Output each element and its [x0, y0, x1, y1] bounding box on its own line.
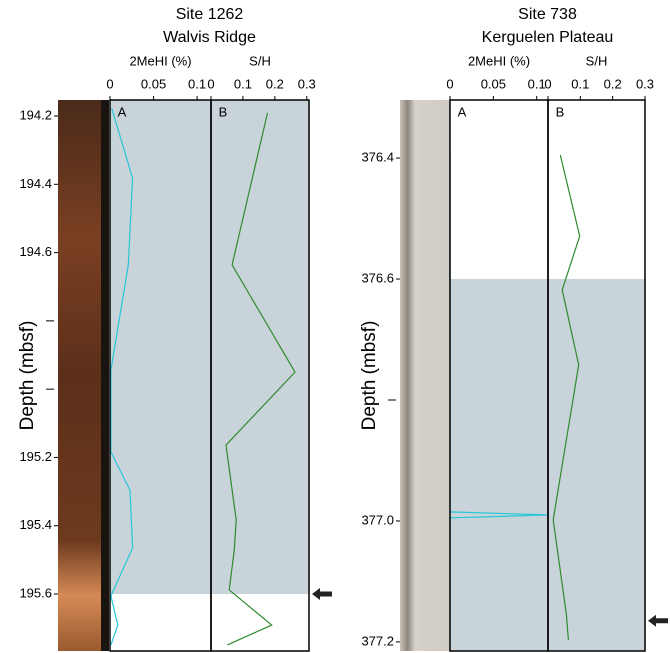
y-tick-label: 194.6 [19, 244, 52, 259]
y-axis-label: Depth (mbsf) [17, 321, 38, 431]
x-axis-label: S/H [249, 53, 271, 68]
shade [110, 100, 309, 594]
y-tick-label: 194.4 [19, 176, 52, 191]
x-tick-label: 0.1 [234, 76, 252, 91]
x-tick-label: 0 [544, 76, 551, 91]
x-tick-label: 0.1 [571, 76, 589, 91]
core-scale [101, 100, 109, 651]
subplot-label: A [458, 104, 467, 119]
subplot-label: A [118, 104, 127, 119]
x-tick-label: 0.1 [528, 76, 546, 91]
panel-title: Site 1262 [176, 6, 244, 23]
y-axis-label: Depth (mbsf) [359, 321, 380, 431]
x-tick-label: 0 [446, 76, 453, 91]
x-axis-label: S/H [586, 53, 608, 68]
figure: Site 1262 Walvis Ridge Depth (mbsf) 194.2 19… [0, 0, 670, 653]
y-tick-label: 376.4 [361, 150, 394, 165]
panel-subtitle: Walvis Ridge [163, 29, 256, 46]
subplot-label: B [556, 104, 565, 119]
panel-subtitle: Kerguelen Plateau [482, 29, 614, 46]
x-tick-label: 0.2 [266, 76, 284, 91]
x-axis-label: 2MeHI (%) [468, 53, 530, 68]
x-tick-label: 0.2 [604, 76, 622, 91]
arrow [312, 588, 332, 600]
panel-title: Site 738 [518, 6, 577, 23]
x-tick-label: 0.3 [636, 76, 654, 91]
y-tick-label: 195.6 [19, 585, 52, 600]
core-image [400, 100, 450, 651]
x-tick-label: 0.3 [298, 76, 316, 91]
arrow [648, 615, 668, 627]
subplot-label: B [219, 104, 228, 119]
x-axis-label: 2MeHI (%) [129, 53, 191, 68]
y-tick-label: 195.2 [19, 449, 52, 464]
core-image [58, 100, 108, 651]
x-tick-label: 0 [207, 76, 214, 91]
x-tick-label: 0 [106, 76, 113, 91]
y-tick-label: 376.6 [361, 270, 394, 285]
x-tick-label: 0.05 [141, 76, 166, 91]
y-tick-label: 194.2 [19, 107, 52, 122]
y-tick-label: 195.4 [19, 517, 52, 532]
y-tick-label: 377.0 [361, 512, 394, 527]
x-tick-label: 0.1 [188, 76, 206, 91]
x-tick-label: 0.05 [481, 76, 506, 91]
y-tick-label: 377.2 [361, 633, 394, 648]
